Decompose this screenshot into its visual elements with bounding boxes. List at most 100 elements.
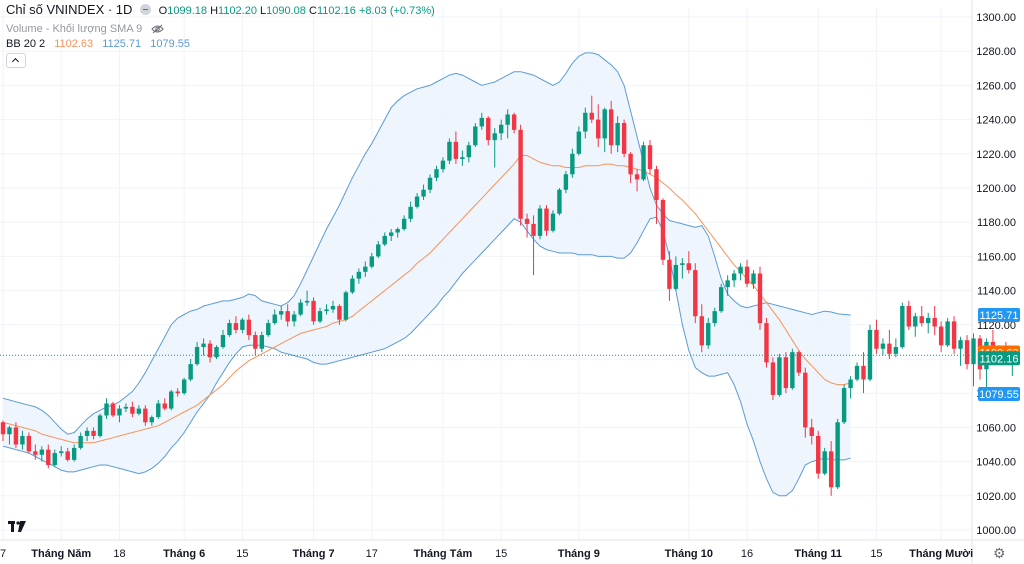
symbol-legend[interactable]: Chỉ số VNINDEX · 1D O1099.18 H1102.20 L1…	[6, 3, 435, 18]
candle-body[interactable]	[680, 263, 685, 265]
candle-body[interactable]	[201, 343, 206, 348]
candle-body[interactable]	[537, 208, 543, 236]
candle-body[interactable]	[356, 271, 362, 279]
candle-body[interactable]	[498, 124, 504, 134]
candle-body[interactable]	[803, 372, 808, 428]
candle-body[interactable]	[712, 311, 717, 324]
candle-body[interactable]	[828, 451, 834, 488]
candle-body[interactable]	[227, 323, 232, 336]
candle-body[interactable]	[369, 256, 374, 267]
candle-body[interactable]	[285, 311, 290, 322]
candle-body[interactable]	[731, 273, 737, 281]
eye-icon[interactable]	[151, 24, 165, 34]
candle-body[interactable]	[796, 352, 802, 373]
candle-body[interactable]	[324, 309, 329, 312]
candle-body[interactable]	[913, 316, 918, 327]
candle-body[interactable]	[104, 403, 109, 416]
candle-body[interactable]	[596, 119, 601, 139]
candle-body[interactable]	[46, 449, 51, 466]
candle-body[interactable]	[919, 316, 924, 324]
candle-body[interactable]	[220, 335, 226, 348]
candle-body[interactable]	[376, 244, 381, 257]
tradingview-logo-icon[interactable]	[8, 521, 26, 535]
candle-body[interactable]	[26, 435, 32, 452]
candle-body[interactable]	[563, 174, 569, 190]
candle-body[interactable]	[938, 326, 944, 346]
candle-body[interactable]	[408, 206, 413, 219]
candle-body[interactable]	[440, 160, 446, 170]
candle-body[interactable]	[699, 316, 704, 346]
candle-body[interactable]	[861, 365, 866, 380]
candle-body[interactable]	[479, 117, 484, 127]
candle-body[interactable]	[350, 278, 355, 293]
candle-body[interactable]	[401, 218, 407, 230]
candle-body[interactable]	[686, 263, 692, 271]
candle-body[interactable]	[777, 357, 782, 395]
candle-body[interactable]	[434, 169, 439, 178]
candle-body[interactable]	[576, 131, 582, 154]
candle-body[interactable]	[744, 266, 750, 284]
candle-body[interactable]	[7, 427, 12, 435]
candle-body[interactable]	[822, 451, 827, 474]
candle-body[interactable]	[693, 270, 698, 317]
candle-body[interactable]	[809, 427, 814, 436]
candle-body[interactable]	[945, 321, 950, 346]
candle-body[interactable]	[460, 157, 465, 159]
candle-body[interactable]	[634, 174, 640, 180]
bb-label[interactable]: BB 20 2	[6, 38, 46, 50]
candle-body[interactable]	[59, 451, 64, 454]
candle-body[interactable]	[71, 447, 77, 460]
candle-body[interactable]	[583, 112, 588, 132]
candle-body[interactable]	[887, 343, 892, 354]
candle-body[interactable]	[505, 114, 510, 125]
candle-body[interactable]	[291, 314, 297, 322]
candle-body[interactable]	[570, 153, 575, 175]
bollinger-legend[interactable]: BB 20 2 1102.63 1125.71 1079.55	[6, 37, 190, 51]
candle-body[interactable]	[298, 302, 303, 315]
candle-body[interactable]	[531, 223, 536, 236]
candle-body[interactable]	[337, 305, 342, 320]
candle-body[interactable]	[330, 305, 336, 310]
candle-body[interactable]	[880, 343, 886, 349]
candle-body[interactable]	[149, 417, 155, 423]
candle-body[interactable]	[951, 321, 957, 349]
candle-body[interactable]	[654, 169, 659, 200]
candle-body[interactable]	[188, 364, 193, 380]
candle-body[interactable]	[389, 232, 394, 236]
candle-body[interactable]	[621, 123, 627, 154]
candle-body[interactable]	[233, 323, 239, 330]
candle-body[interactable]	[65, 451, 70, 460]
candle-body[interactable]	[816, 435, 821, 474]
candle-body[interactable]	[906, 305, 911, 327]
volume-label[interactable]: Volume - Khối lượng SMA 9	[6, 23, 143, 35]
candle-body[interactable]	[156, 403, 161, 418]
candle-body[interactable]	[382, 235, 387, 245]
collapse-chevron-icon[interactable]	[6, 53, 26, 68]
candle-body[interactable]	[854, 365, 860, 380]
candle-body[interactable]	[52, 453, 57, 466]
candle-body[interactable]	[486, 117, 491, 141]
symbol-title[interactable]: Chỉ số VNINDEX · 1D	[6, 2, 133, 17]
candle-body[interactable]	[181, 379, 187, 394]
candle-body[interactable]	[841, 388, 847, 423]
candle-body[interactable]	[867, 329, 873, 380]
candle-body[interactable]	[207, 343, 213, 358]
candle-body[interactable]	[363, 266, 368, 272]
candle-body[interactable]	[660, 199, 666, 260]
candle-body[interactable]	[893, 347, 899, 354]
candle-body[interactable]	[91, 430, 96, 436]
candle-body[interactable]	[971, 338, 976, 365]
candle-body[interactable]	[13, 427, 19, 445]
candles[interactable]	[0, 95, 1015, 496]
candle-body[interactable]	[240, 319, 245, 330]
candle-body[interactable]	[848, 379, 853, 389]
candle-body[interactable]	[738, 266, 743, 274]
candle-body[interactable]	[926, 317, 931, 324]
candle-body[interactable]	[706, 323, 711, 346]
candle-body[interactable]	[608, 109, 614, 146]
candle-body[interactable]	[427, 177, 433, 190]
candle-body[interactable]	[628, 153, 633, 175]
candle-body[interactable]	[466, 145, 472, 158]
candle-body[interactable]	[874, 329, 879, 349]
